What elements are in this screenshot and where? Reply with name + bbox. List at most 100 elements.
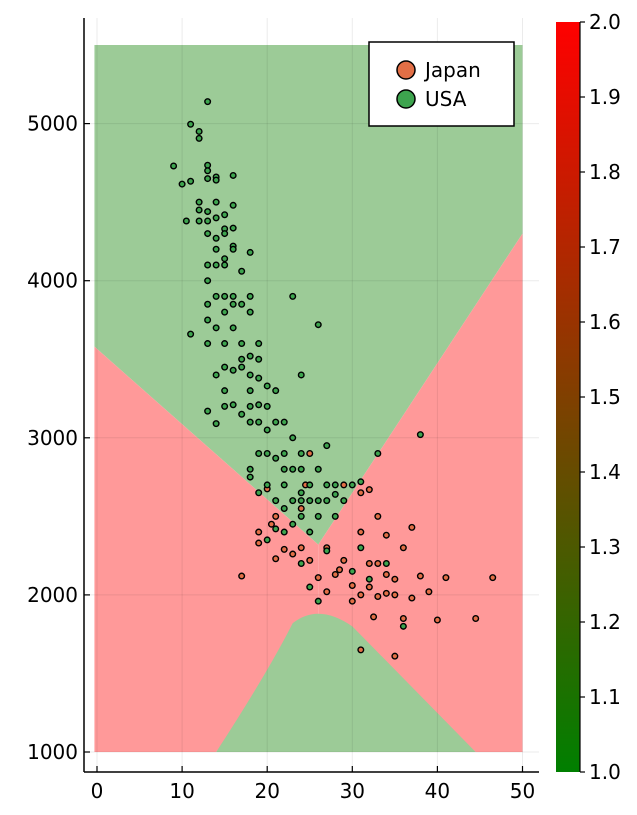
scatter-point-usa	[272, 497, 280, 505]
scatter-point-japan	[348, 581, 356, 589]
colorbar-tick-label: 1.4	[589, 460, 621, 484]
scatter-point-usa	[246, 402, 254, 410]
scatter-point-usa	[204, 208, 212, 216]
scatter-point-usa	[246, 292, 254, 300]
scatter-point-usa	[255, 401, 263, 409]
x-tick-label: 20	[254, 779, 279, 803]
scatter-point-usa	[280, 465, 288, 473]
colorbar-tick-label: 1.5	[589, 385, 621, 409]
scatter-point-usa	[204, 161, 212, 169]
scatter-point-usa	[204, 407, 212, 415]
scatter-point-japan	[340, 556, 348, 564]
scatter-point-usa	[323, 481, 331, 489]
scatter-point-japan	[331, 570, 339, 578]
scatter-point-usa	[297, 450, 305, 458]
scatter-point-usa	[314, 321, 322, 329]
scatter-point-usa	[255, 450, 263, 458]
scatter-point-usa	[221, 261, 229, 269]
scatter-point-usa	[204, 316, 212, 324]
scatter-point-usa	[255, 340, 263, 348]
y-ticks: 1000 2000 3000 4000 5000	[27, 112, 90, 764]
x-tick-label: 0	[91, 779, 104, 803]
scatter-point-japan	[374, 559, 382, 567]
decision-region-usa-top	[94, 45, 523, 545]
scatter-point-usa	[297, 559, 305, 567]
scatter-point-japan	[382, 531, 390, 539]
scatter-point-japan	[391, 652, 399, 660]
scatter-point-usa	[238, 355, 246, 363]
scatter-point-usa	[195, 127, 203, 135]
scatter-point-usa	[263, 426, 271, 434]
scatter-point-usa	[204, 167, 212, 175]
scatter-point-japan	[365, 559, 373, 567]
colorbar: 1.0 1.1 1.2 1.3 1.4 1.5 1.6 1.7 1.8 1.9 2.0	[556, 10, 621, 784]
scatter-point-usa	[289, 465, 297, 473]
scatter-point-usa	[229, 366, 237, 374]
scatter-point-usa	[212, 198, 220, 206]
scatter-point-usa	[306, 497, 314, 505]
scatter-point-japan	[238, 572, 246, 580]
scatter-point-japan	[280, 545, 288, 553]
scatter-point-japan	[391, 575, 399, 583]
scatter-point-usa	[221, 308, 229, 316]
scatter-point-usa	[289, 292, 297, 300]
scatter-point-usa	[238, 340, 246, 348]
scatter-point-usa	[297, 497, 305, 505]
scatter-point-usa	[238, 363, 246, 371]
scatter-point-usa	[263, 536, 271, 544]
scatter-point-usa	[399, 622, 407, 630]
scatter-point-usa	[182, 217, 190, 225]
scatter-point-japan	[255, 528, 263, 536]
scatter-point-usa	[204, 217, 212, 225]
scatter-point-usa	[195, 134, 203, 142]
scatter-point-usa	[255, 355, 263, 363]
scatter-point-japan	[425, 588, 433, 596]
scatter-point-usa	[212, 176, 220, 184]
scatter-point-usa	[229, 224, 237, 232]
x-tick-label: 10	[169, 779, 194, 803]
scatter-point-usa	[323, 442, 331, 450]
scatter-point-japan	[267, 520, 275, 528]
legend-box	[368, 41, 515, 127]
scatter-point-usa	[229, 201, 237, 209]
scatter-point-usa	[348, 481, 356, 489]
scatter-point-usa	[195, 217, 203, 225]
scatter-point-usa	[306, 481, 314, 489]
scatter-point-japan	[374, 592, 382, 600]
scatter-point-usa	[297, 489, 305, 497]
scatter-point-usa	[212, 234, 220, 242]
axes: 0 10 20 30 40 50 1000 2000 3000 4000 5000	[27, 18, 539, 803]
scatter-point-usa	[297, 465, 305, 473]
x-ticks: 0 10 20 30 40 50	[91, 766, 535, 803]
legend-marker-japan	[396, 60, 416, 80]
scatter-point-usa	[212, 214, 220, 222]
scatter-point-usa	[187, 177, 195, 185]
scatter-point-usa	[178, 180, 186, 188]
scatter-point-usa	[221, 255, 229, 263]
scatter-point-japan	[399, 544, 407, 552]
scatter-point-usa	[314, 465, 322, 473]
scatter-point-usa	[263, 382, 271, 390]
scatter-point-japan	[272, 555, 280, 563]
legend-label-usa: USA	[425, 87, 467, 111]
colorbar-gradient	[556, 22, 580, 772]
scatter-point-usa	[323, 497, 331, 505]
scatter-point-usa	[212, 292, 220, 300]
scatter-point-usa	[229, 171, 237, 179]
x-tick-label: 30	[340, 779, 365, 803]
scatter-point-usa	[246, 387, 254, 395]
colorbar-ticks: 1.0 1.1 1.2 1.3 1.4 1.5 1.6 1.7 1.8 1.9 2.0	[580, 10, 621, 784]
scatter-point-japan	[408, 594, 416, 602]
scatter-point-usa	[170, 162, 178, 170]
scatter-point-usa	[212, 371, 220, 379]
scatter-point-usa	[229, 324, 237, 332]
scatter-point-usa	[204, 300, 212, 308]
scatter-point-usa	[204, 175, 212, 183]
scatter-point-usa	[246, 473, 254, 481]
scatter-point-japan	[489, 574, 497, 582]
colorbar-tick-label: 1.7	[589, 235, 621, 259]
scatter-point-usa	[187, 120, 195, 128]
scatter-point-usa	[306, 583, 314, 591]
scatter-point-usa	[331, 512, 339, 520]
scatter-point-usa	[221, 363, 229, 371]
